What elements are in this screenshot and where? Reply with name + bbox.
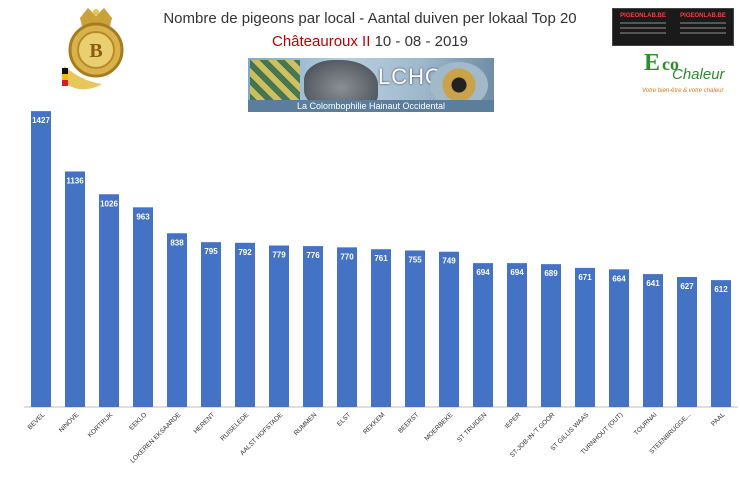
bar-value-label: 1136: [66, 176, 84, 185]
chart-title: Nombre de pigeons par local - Aantal dui…: [163, 10, 577, 27]
bar-value-label: 770: [340, 252, 354, 261]
bar-value-label: 792: [238, 248, 252, 257]
eco-co: co: [662, 54, 679, 74]
bar: [677, 277, 697, 407]
bar-value-label: 694: [510, 268, 524, 277]
category-label: RUMMEN: [293, 411, 319, 437]
bar-value-label: 1427: [32, 116, 50, 125]
bar: [167, 233, 187, 407]
pigeonlab-brand-right: PIGEONLAB.BE: [680, 13, 726, 19]
bar-value-label: 627: [680, 282, 694, 291]
bar: [439, 251, 459, 407]
bar-value-label: 755: [408, 255, 422, 264]
bar: [609, 269, 629, 407]
bar-value-label: 694: [476, 268, 490, 277]
bar: [541, 264, 561, 407]
bar: [337, 247, 357, 407]
bar: [65, 171, 85, 407]
pigeonlab-brand-left: PIGEONLAB.BE: [620, 13, 666, 19]
bar: [99, 194, 119, 407]
category-label: IEPER: [504, 411, 523, 430]
subtitle-date: 10 - 08 - 2019: [374, 33, 468, 50]
category-label: HERENT: [193, 411, 217, 435]
lcho-subtext: La Colombophilie Hainaut Occidental: [248, 100, 494, 112]
category-label: NINOVE: [58, 411, 81, 434]
bar-value-label: 612: [714, 285, 728, 294]
bar: [269, 245, 289, 407]
bar: [31, 111, 51, 408]
category-label: ELST: [336, 411, 352, 427]
eco-word: Chaleur: [672, 66, 725, 83]
pigeonlab-logo-right: PIGEONLAB.BE: [674, 11, 732, 43]
pigeonlab-logo: PIGEONLAB.BE PIGEONLAB.BE: [612, 8, 734, 46]
bar: [133, 207, 153, 407]
bar: [201, 242, 221, 407]
pigeonlab-logo-left: PIGEONLAB.BE: [614, 11, 672, 43]
category-label: KORTRIJK: [87, 411, 115, 439]
category-label: EEKLO: [128, 411, 148, 431]
category-label: BEERST: [397, 411, 420, 434]
category-label: BEVEL: [27, 411, 47, 431]
bar-value-label: 963: [136, 212, 150, 221]
bar-value-label: 671: [578, 273, 592, 282]
chart-subtitle: Châteauroux II 10 - 08 - 2019: [200, 33, 540, 50]
bar-value-label: 761: [374, 254, 388, 263]
bar: [507, 263, 527, 407]
svg-text:B: B: [89, 40, 102, 62]
federation-logo: B: [58, 4, 134, 100]
category-label: TOURNAI: [633, 411, 659, 437]
bar-value-label: 641: [646, 279, 660, 288]
eco-tagline: Votre bien-être & votre chaleur: [642, 88, 724, 94]
subtitle-place: Châteauroux II: [272, 33, 371, 50]
category-label: MOERBEKE: [423, 411, 454, 442]
category-label: RUISELEDE: [219, 411, 250, 442]
bar-value-label: 749: [442, 257, 456, 266]
bar: [235, 242, 255, 407]
bar-value-label: 1026: [100, 199, 118, 208]
bar: [303, 246, 323, 407]
bar: [405, 250, 425, 407]
bar-value-label: 664: [612, 274, 626, 283]
bar-value-label: 776: [306, 251, 320, 260]
bar-value-label: 795: [204, 247, 218, 256]
bar: [575, 267, 595, 407]
bar: [473, 263, 493, 407]
lcho-banner: LCHO La Colombophilie Hainaut Occidental: [248, 58, 494, 112]
category-label: REKKEM: [362, 411, 386, 435]
bar-value-label: 689: [544, 269, 558, 278]
bar-value-label: 779: [272, 250, 286, 259]
bar-value-label: 838: [170, 238, 184, 247]
category-label: ST TRUIDEN: [456, 411, 489, 444]
bar: [643, 274, 663, 407]
eco-chaleur-logo: E co Chaleur Votre bien-être & votre cha…: [640, 50, 736, 98]
bar: [711, 280, 731, 407]
bar: [371, 249, 391, 407]
category-label: PAAL: [710, 411, 727, 428]
eco-letter: E: [644, 50, 661, 76]
